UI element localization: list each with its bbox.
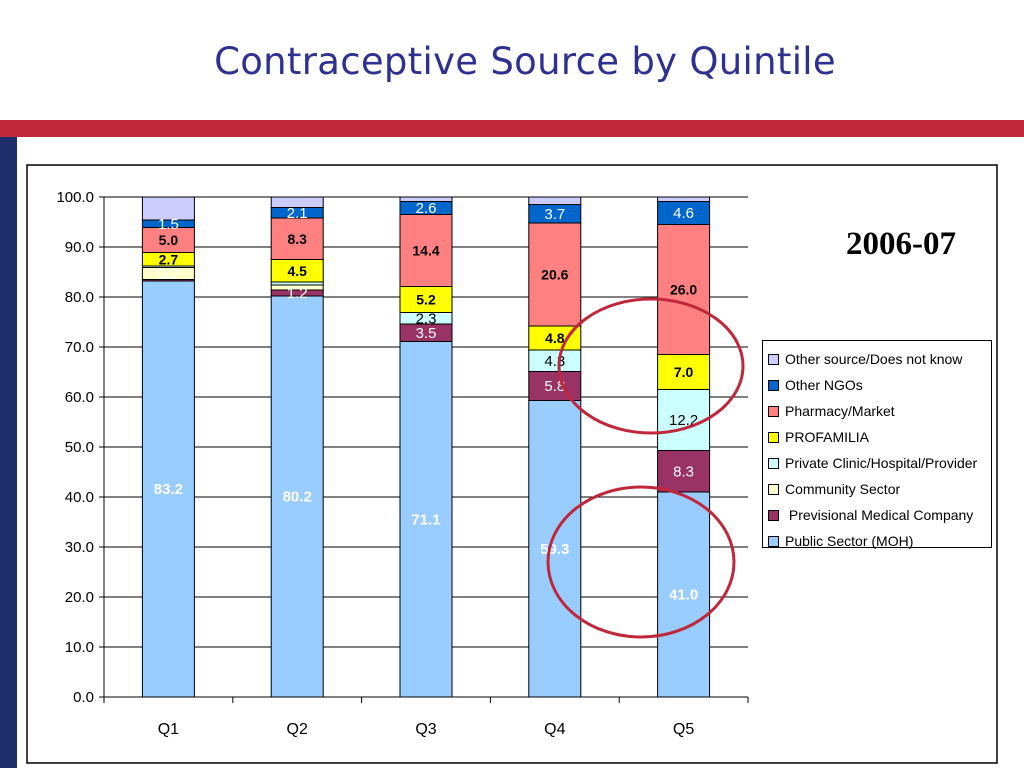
- bar-segment: [528, 222, 582, 327]
- legend-item: Other NGOs: [763, 372, 991, 398]
- bar-segment: [270, 295, 324, 698]
- y-tick-label: 60.0: [65, 389, 94, 406]
- data-label: 3.7: [544, 206, 565, 223]
- bar-segment: [141, 196, 195, 221]
- category-label: Q2: [287, 721, 308, 738]
- data-label: 4.8: [545, 330, 565, 346]
- axes: 0.0 10.0 20.0 30.0 40.0 50.0 60.0 70.0 80.0 90.0 1…: [56, 189, 749, 738]
- data-label: 0.2: [158, 266, 179, 283]
- data-label: 2.6: [416, 200, 437, 217]
- legend-item: PROFAMILIA: [763, 424, 991, 450]
- year-label: 2006-07: [846, 226, 956, 262]
- legend-label: Other NGOs: [785, 377, 863, 393]
- data-label: 71.1: [411, 511, 440, 528]
- y-tick-label: 100.0: [56, 189, 94, 206]
- legend-swatch: [768, 535, 779, 547]
- y-tick-label: 80.0: [65, 289, 94, 306]
- data-label: 26.0: [670, 282, 697, 298]
- legend-label: Private Clinic/Hospital/Provider: [785, 455, 978, 471]
- data-label: 3.5: [416, 325, 437, 342]
- legend-label: Previsional Medical Company: [785, 507, 974, 523]
- legend-item: Public Sector (MOH): [763, 528, 991, 554]
- legend: Other source/Does not know Other NGOs Phar…: [762, 340, 992, 549]
- legend-item: Private Clinic/Hospital/Provider: [763, 450, 991, 476]
- category-label: Q4: [544, 721, 565, 738]
- category-label: Q3: [415, 721, 436, 738]
- legend-swatch: [768, 353, 779, 365]
- bar-segment: [528, 400, 582, 698]
- bar-segment: [528, 196, 582, 205]
- bar-segment: [657, 450, 711, 493]
- legend-item: Other source/Does not know: [763, 346, 991, 372]
- legend-swatch: [768, 457, 779, 469]
- legend-label: Pharmacy/Market: [785, 403, 895, 419]
- bar-segment: [528, 371, 582, 401]
- bar-segment: [399, 196, 453, 202]
- legend-item: Community Sector: [763, 476, 991, 502]
- legend-label: Community Sector: [785, 481, 901, 497]
- y-tick-label: 90.0: [65, 239, 94, 256]
- bar-segment: [657, 196, 711, 202]
- data-label: 4.3: [544, 353, 565, 370]
- y-tick-label: 30.0: [65, 539, 94, 556]
- title-divider-band: [0, 120, 1024, 137]
- data-label: 8.3: [287, 231, 307, 247]
- legend-label: Public Sector (MOH): [785, 533, 914, 549]
- bar-segment: [270, 196, 324, 208]
- bar-segment: [399, 214, 453, 287]
- legend-swatch: [768, 431, 779, 443]
- bar-segment: [141, 227, 195, 253]
- data-label: 2.1: [287, 205, 308, 222]
- legend-swatch: [768, 483, 779, 495]
- y-tick-label: 70.0: [65, 339, 94, 356]
- bar-segment: [270, 217, 324, 260]
- data-label: 80.2: [283, 489, 312, 506]
- left-accent-bar: [0, 137, 17, 768]
- data-label: 2.7: [159, 251, 179, 267]
- data-label: 8.3: [673, 463, 694, 480]
- data-label: 20.6: [541, 267, 568, 283]
- y-tick-label: 40.0: [65, 489, 94, 506]
- legend-item: Previsional Medical Company: [763, 502, 991, 528]
- slide-title: Contraceptive Source by Quintile: [214, 40, 836, 83]
- y-tick-label: 10.0: [65, 639, 94, 656]
- highlight-circle-upper: [557, 297, 745, 435]
- data-label: 5.8: [544, 378, 565, 395]
- bar-segment: [657, 491, 711, 698]
- data-label: 4.6: [673, 205, 694, 222]
- legend-label: Other source/Does not know: [785, 351, 963, 367]
- highlight-circle-lower: [546, 485, 736, 639]
- legend-swatch: [768, 379, 779, 391]
- data-label: 5.0: [159, 232, 179, 248]
- data-label: 1.2: [287, 285, 308, 302]
- legend-label: PROFAMILIA: [785, 429, 870, 445]
- data-label: 5.2: [416, 292, 436, 308]
- bars: [141, 196, 711, 698]
- y-tick-label: 20.0: [65, 589, 94, 606]
- y-tick-label: 50.0: [65, 439, 94, 456]
- data-label: 2.3: [416, 310, 437, 327]
- category-label: Q1: [158, 721, 179, 738]
- data-label: 1.5: [158, 216, 179, 233]
- legend-swatch: [768, 509, 779, 521]
- data-label: 41.0: [669, 587, 698, 604]
- data-label: 7.0: [674, 364, 694, 380]
- data-label: 12.2: [669, 412, 698, 429]
- data-label: 59.3: [540, 541, 569, 558]
- y-tick-label: 0.0: [73, 689, 94, 706]
- bar-segment: [399, 341, 453, 698]
- legend-item: Pharmacy/Market: [763, 398, 991, 424]
- legend-swatch: [768, 405, 779, 417]
- bar-segment: [657, 354, 711, 390]
- bar-segment: [399, 286, 453, 313]
- data-label: 14.4: [412, 243, 439, 259]
- category-label: Q5: [673, 721, 694, 738]
- bar-segment: [657, 224, 711, 355]
- data-label: 4.5: [287, 263, 307, 279]
- data-label: 83.2: [154, 481, 183, 498]
